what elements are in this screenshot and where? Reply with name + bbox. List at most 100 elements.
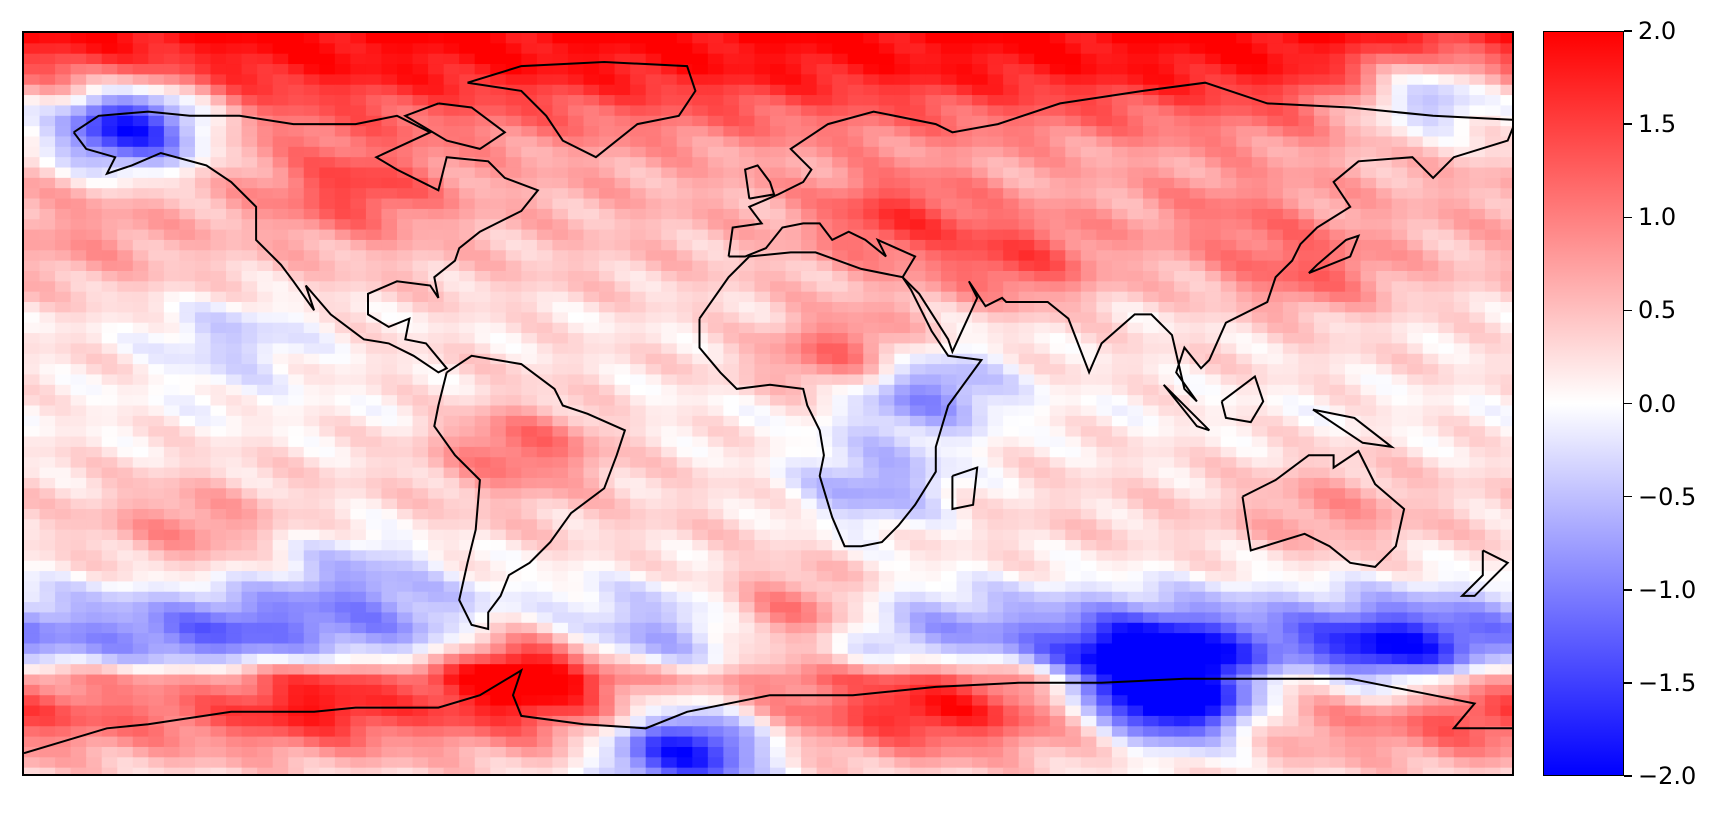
grid-cell <box>661 43 678 55</box>
grid-cell <box>1484 270 1502 282</box>
grid-cell <box>707 374 724 386</box>
grid-cell <box>1096 540 1113 551</box>
grid-cell <box>1298 126 1315 138</box>
grid-cell <box>226 353 243 365</box>
grid-cell <box>987 74 1004 86</box>
grid-cell <box>847 353 864 365</box>
grid-cell <box>521 426 538 438</box>
grid-cell <box>163 281 181 293</box>
grid-cell <box>1034 260 1051 272</box>
grid-cell <box>707 415 724 427</box>
grid-cell <box>1174 239 1191 251</box>
grid-cell <box>816 353 833 365</box>
grid-cell <box>987 405 1004 417</box>
grid-cell <box>925 157 942 169</box>
grid-cell <box>1065 33 1082 44</box>
grid-cell <box>583 477 600 489</box>
grid-cell <box>1407 374 1424 386</box>
grid-cell <box>1111 291 1129 303</box>
grid-cell <box>614 74 631 86</box>
grid-cell <box>319 229 336 241</box>
grid-cell <box>474 405 491 417</box>
grid-cell <box>334 374 351 386</box>
grid-cell <box>1003 322 1020 334</box>
grid-cell <box>847 126 864 138</box>
grid-cell <box>832 198 849 210</box>
grid-cell <box>350 467 367 479</box>
grid-cell <box>1236 395 1253 407</box>
grid-cell <box>1329 405 1346 417</box>
grid-cell <box>1345 426 1362 438</box>
grid-cell <box>459 405 476 417</box>
grid-cell <box>614 550 631 562</box>
grid-cell <box>1065 436 1082 448</box>
grid-cell <box>1205 115 1222 127</box>
grid-cell <box>55 353 72 365</box>
grid-cell <box>738 353 756 365</box>
grid-cell <box>163 343 181 355</box>
grid-cell <box>1111 250 1129 262</box>
grid-cell <box>163 219 181 231</box>
grid-cell <box>1205 540 1222 551</box>
grid-cell <box>303 219 320 231</box>
grid-cell <box>148 343 165 355</box>
grid-cell <box>132 270 149 282</box>
grid-cell <box>1313 126 1331 138</box>
grid-cell <box>1298 239 1315 251</box>
grid-cell <box>1111 229 1129 241</box>
grid-cell <box>832 436 849 448</box>
grid-cell <box>1236 322 1253 334</box>
grid-cell <box>1500 405 1512 417</box>
grid-cell <box>645 74 662 86</box>
grid-cell <box>1080 53 1097 65</box>
grid-cell <box>987 529 1004 541</box>
grid-cell <box>1220 229 1237 241</box>
grid-cell <box>132 405 149 417</box>
grid-cell <box>1422 105 1439 117</box>
grid-cell <box>1251 540 1268 551</box>
grid-cell <box>1127 405 1144 417</box>
grid-cell <box>210 33 227 44</box>
grid-cell <box>117 291 134 303</box>
grid-cell <box>1158 208 1175 220</box>
grid-cell <box>1422 550 1439 562</box>
grid-cell <box>55 115 72 127</box>
grid-cell <box>676 560 693 572</box>
grid-cell <box>381 53 398 65</box>
grid-cell <box>148 415 165 427</box>
grid-cell <box>86 208 103 220</box>
grid-cell <box>583 198 600 210</box>
grid-cell <box>1469 488 1486 500</box>
grid-cell <box>39 333 56 345</box>
grid-cell <box>925 198 942 210</box>
grid-cell <box>1407 95 1424 107</box>
grid-cell <box>163 115 181 127</box>
grid-cell <box>1111 550 1129 562</box>
grid-cell <box>1205 198 1222 210</box>
grid-cell <box>194 95 212 107</box>
grid-cell <box>272 519 289 531</box>
grid-cell <box>801 374 818 386</box>
grid-cell <box>365 136 383 148</box>
grid-cell <box>1500 219 1512 231</box>
grid-cell <box>350 198 367 210</box>
grid-cell <box>1329 343 1346 355</box>
grid-cell <box>428 519 445 531</box>
grid-cell <box>24 364 41 376</box>
grid-cell <box>474 64 491 75</box>
grid-cell <box>381 457 398 469</box>
grid-cell <box>692 436 709 448</box>
grid-cell <box>1469 105 1486 117</box>
grid-cell <box>832 43 849 55</box>
grid-cell <box>179 426 196 438</box>
grid-cell <box>599 84 616 96</box>
grid-cell <box>909 498 927 510</box>
grid-cell <box>459 540 476 551</box>
grid-cell <box>847 333 864 345</box>
grid-cell <box>148 177 165 189</box>
grid-cell <box>39 105 56 117</box>
grid-cell <box>490 53 507 65</box>
grid-cell <box>987 384 1004 396</box>
grid-cell <box>194 415 212 427</box>
grid-cell <box>956 457 973 469</box>
